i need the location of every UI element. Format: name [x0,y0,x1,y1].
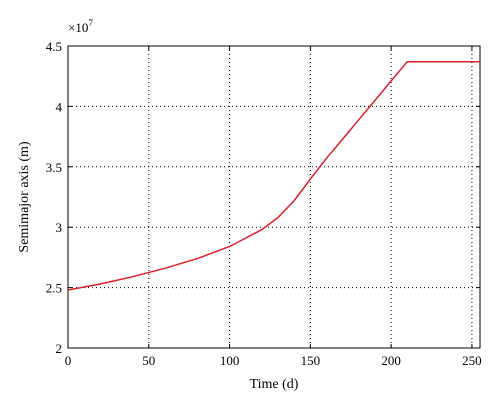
series-layer [67,60,480,291]
x-tick-label: 100 [220,353,240,368]
y-axis-label: Semimajor axis (m) [17,141,32,253]
x-tick-label: 200 [381,353,401,368]
x-tick-label: 0 [65,353,72,368]
x-axis-label: Time (d) [250,377,299,392]
y-tick-label: 2 [56,341,63,356]
y-tick-label: 4.5 [46,39,62,54]
series-line [67,60,480,291]
x-tick-label: 250 [462,353,482,368]
y-tick-label: 2.5 [46,281,62,296]
y-axis-multiplier-exponent: 7 [88,18,93,28]
y-axis-multiplier: ×107 [68,18,93,35]
y-tick-label: 3.5 [46,160,62,175]
x-tick-label: 50 [142,353,155,368]
plot-frame [67,45,481,349]
axis-ticks: 0 50 100 150 200 250 2 2.5 3 3.5 4 4.5 [46,39,482,368]
x-tick-label: 150 [301,353,321,368]
y-tick-label: 4 [56,99,63,114]
grid [68,46,480,348]
y-tick-label: 3 [56,220,63,235]
